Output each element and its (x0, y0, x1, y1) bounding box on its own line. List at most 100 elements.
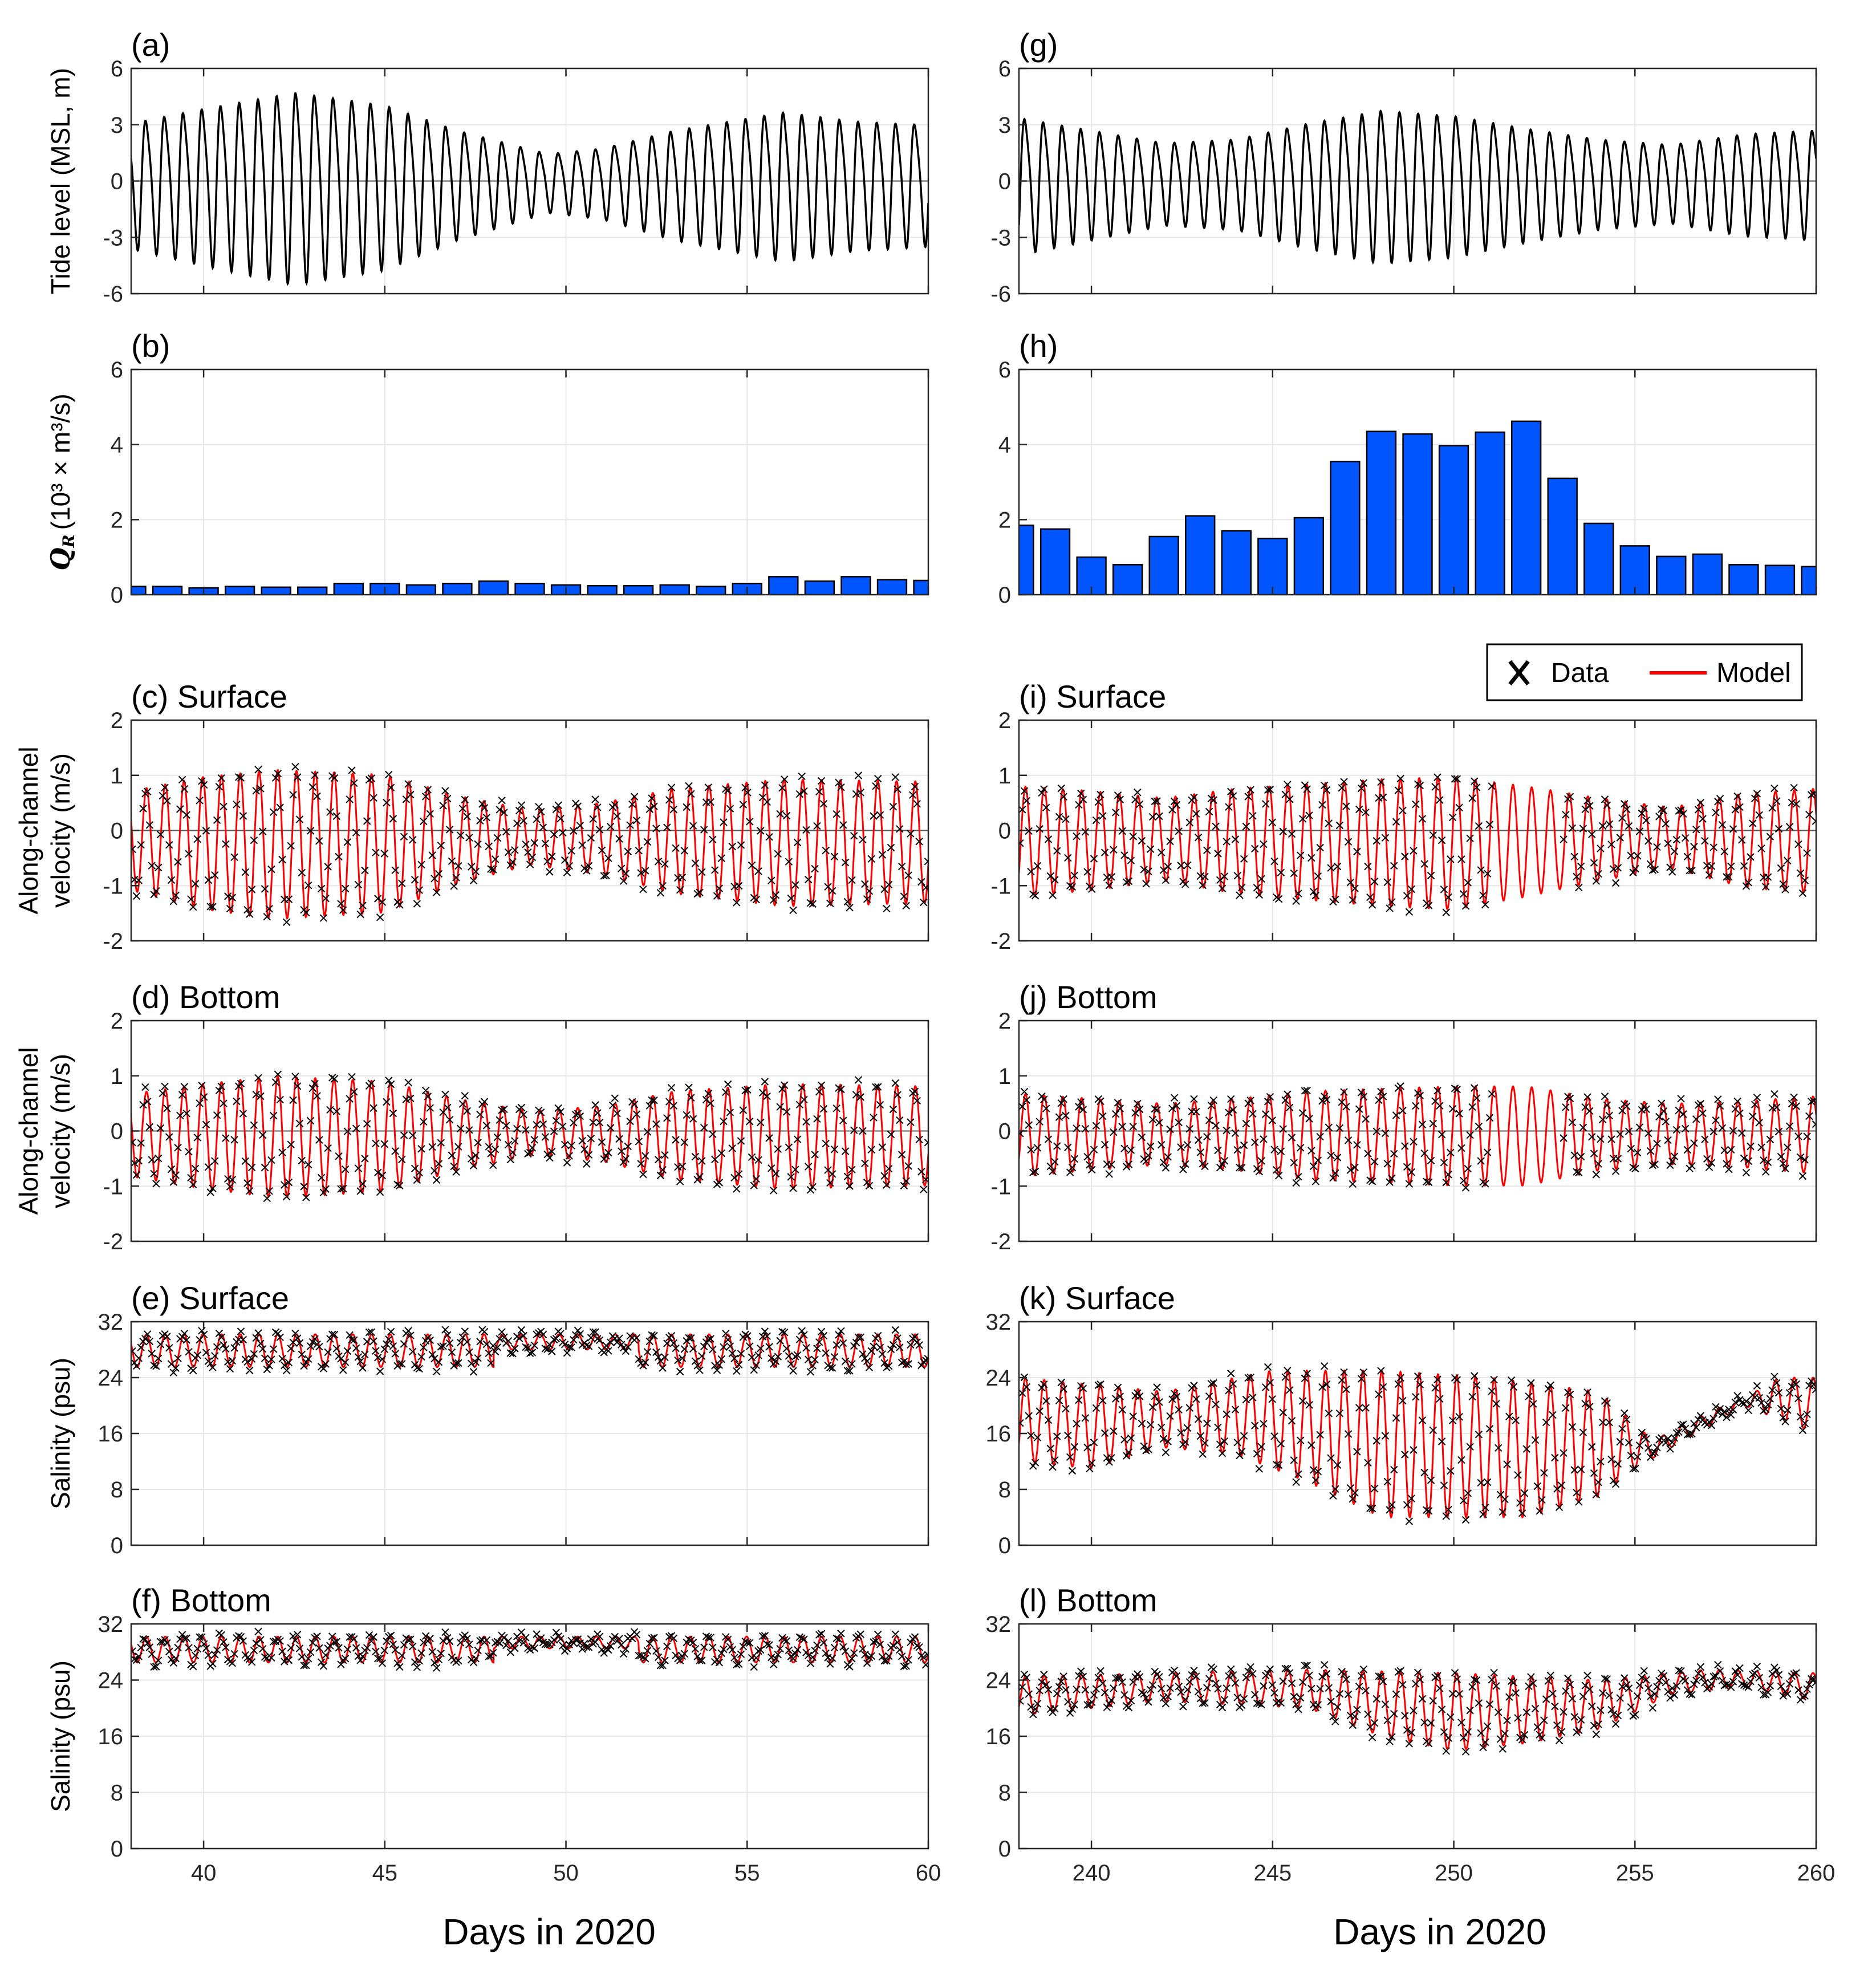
y-tick-label: 32 (98, 1612, 124, 1637)
y-tick-label: 16 (98, 1421, 124, 1447)
y-axis-label-c-line2: velocity (m/s) (46, 753, 75, 908)
y-tick-label: -2 (103, 1229, 123, 1254)
bar-b-56 (768, 576, 799, 595)
panel-title-f: (f) Bottom (131, 1582, 271, 1618)
plot-area-a (131, 92, 928, 286)
plot-area-k (1019, 1362, 1816, 1525)
y-tick-label: 32 (98, 1310, 124, 1335)
y-tick-label: -2 (990, 929, 1011, 954)
plot-area-j (1019, 1082, 1816, 1192)
y-tick-label: 2 (998, 708, 1011, 733)
bar-h-255 (1619, 545, 1650, 595)
panel-a: 6 3 0 -3 -6 (a) Tide level (MSL, m) (46, 27, 929, 307)
bar-h-239 (1039, 528, 1071, 595)
legend-data-marker (1508, 660, 1530, 686)
y-tick-label: 2 (111, 507, 123, 533)
axes-layer: 630-3-6(a)Tide level (MSL, m) 630-3-6(g)6… (14, 27, 1835, 1886)
plot-area-l (1019, 1660, 1816, 1756)
bar-h-249 (1402, 433, 1433, 595)
data-points-c (131, 762, 928, 927)
left-x-axis-title: Days in 2020 (442, 1911, 656, 1952)
data-points-e (131, 1326, 928, 1376)
plot-area-c (131, 762, 928, 927)
y-tick-label: -1 (103, 874, 123, 899)
bar-b-46 (405, 584, 437, 595)
y-tick-label: 1 (998, 763, 1011, 789)
y-tick-label: 2 (998, 507, 1011, 533)
x-tick-label: 250 (1435, 1861, 1473, 1886)
bar-h-251 (1475, 431, 1505, 595)
y-tick-label: 1 (998, 1064, 1011, 1089)
y-tick-label: 24 (98, 1366, 124, 1391)
model-series-d (131, 1075, 928, 1199)
y-tick-label: 32 (986, 1310, 1012, 1335)
panel-k: 32 24 16 8 0 (k) Surface (986, 1280, 1817, 1558)
y-tick-label: 1 (111, 763, 123, 789)
bar-h-253 (1547, 477, 1578, 595)
y-tick-label: -2 (103, 929, 123, 954)
y-axis-label-d-line1: Along-channel (14, 1047, 43, 1215)
y-tick-label: 32 (986, 1612, 1012, 1637)
panel-title-b: (b) (131, 328, 170, 364)
y-tick-label: 0 (111, 1837, 123, 1862)
data-markers-f (131, 1627, 928, 1672)
plot-area-b (131, 576, 928, 595)
y-tick-label: -1 (103, 1174, 123, 1199)
data-points-d (131, 1070, 928, 1203)
y-tick-label: 8 (111, 1477, 123, 1502)
y-axis-label-d-line2: velocity (m/s) (46, 1054, 75, 1208)
bar-h-259 (1764, 564, 1796, 595)
y-tick-label: 6 (998, 56, 1011, 82)
bar-b-57 (804, 580, 835, 595)
y-tick-label: 4 (998, 433, 1011, 458)
y-tick-label: -3 (990, 225, 1011, 250)
y-tick-label: 0 (111, 583, 123, 608)
x-tick-label: 240 (1073, 1861, 1111, 1886)
panel-title-k: (k) Surface (1019, 1280, 1175, 1316)
y-tick-label: -2 (990, 1229, 1011, 1254)
bar-h-250 (1438, 445, 1469, 595)
bar-b-47 (442, 583, 473, 595)
y-tick-label: 0 (998, 1837, 1011, 1862)
panel-title-j: (j) Bottom (1019, 979, 1158, 1015)
panel-title-c: (c) Surface (131, 679, 287, 714)
axes-box-h (1018, 368, 1817, 596)
plot-area-i (1019, 773, 1816, 916)
x-tick-label: 50 (553, 1861, 579, 1886)
bar-b-58 (840, 576, 871, 595)
data-points-k (1019, 1362, 1816, 1525)
panel-title-g: (g) (1019, 27, 1058, 63)
panel-title-d: (d) Bottom (131, 979, 280, 1015)
y-tick-label: 16 (986, 1724, 1012, 1749)
panel-d: 2 1 0 -1 -2 (d) Bottom Along-channel velocity (… (14, 979, 929, 1254)
data-points-f (131, 1627, 928, 1672)
bar-h-248 (1366, 430, 1397, 595)
data-markers-e (131, 1326, 928, 1376)
data-markers-i (1019, 773, 1816, 916)
bar-h-241 (1112, 564, 1143, 595)
y-tick-label: 6 (111, 358, 123, 383)
panel-title-h: (h) (1019, 328, 1058, 364)
bar-b-43 (297, 586, 328, 595)
y-tick-label: 0 (998, 169, 1011, 194)
bar-h-245 (1257, 538, 1288, 595)
panel-j: 2 1 0 -1 -2 (j) Bottom (990, 979, 1817, 1254)
y-tick-label: 0 (998, 1533, 1011, 1558)
right-x-axis-title: Days in 2020 (1333, 1911, 1546, 1952)
plot-area-e (131, 1326, 928, 1376)
bar-h-257 (1692, 553, 1723, 595)
model-series-c (131, 769, 928, 920)
y-tick-label: -1 (990, 874, 1011, 899)
y-tick-label: 2 (998, 1009, 1011, 1034)
panel-i: 2 1 0 -1 -2 (i) Surface (990, 679, 1817, 954)
panel-l: 32 24 16 8 0 (l) Bottom 240 245 250 255 260 (986, 1582, 1836, 1886)
panel-title-l: (l) Bottom (1019, 1582, 1158, 1618)
y-axis-label-f: Salinity (psu) (46, 1660, 75, 1812)
data-markers-k (1019, 1362, 1816, 1525)
bar-h-244 (1221, 530, 1252, 595)
x-tick-label: 45 (372, 1861, 398, 1886)
y-tick-label: 0 (998, 583, 1011, 608)
y-tick-label: 6 (998, 358, 1011, 383)
bar-h-254 (1583, 522, 1614, 595)
